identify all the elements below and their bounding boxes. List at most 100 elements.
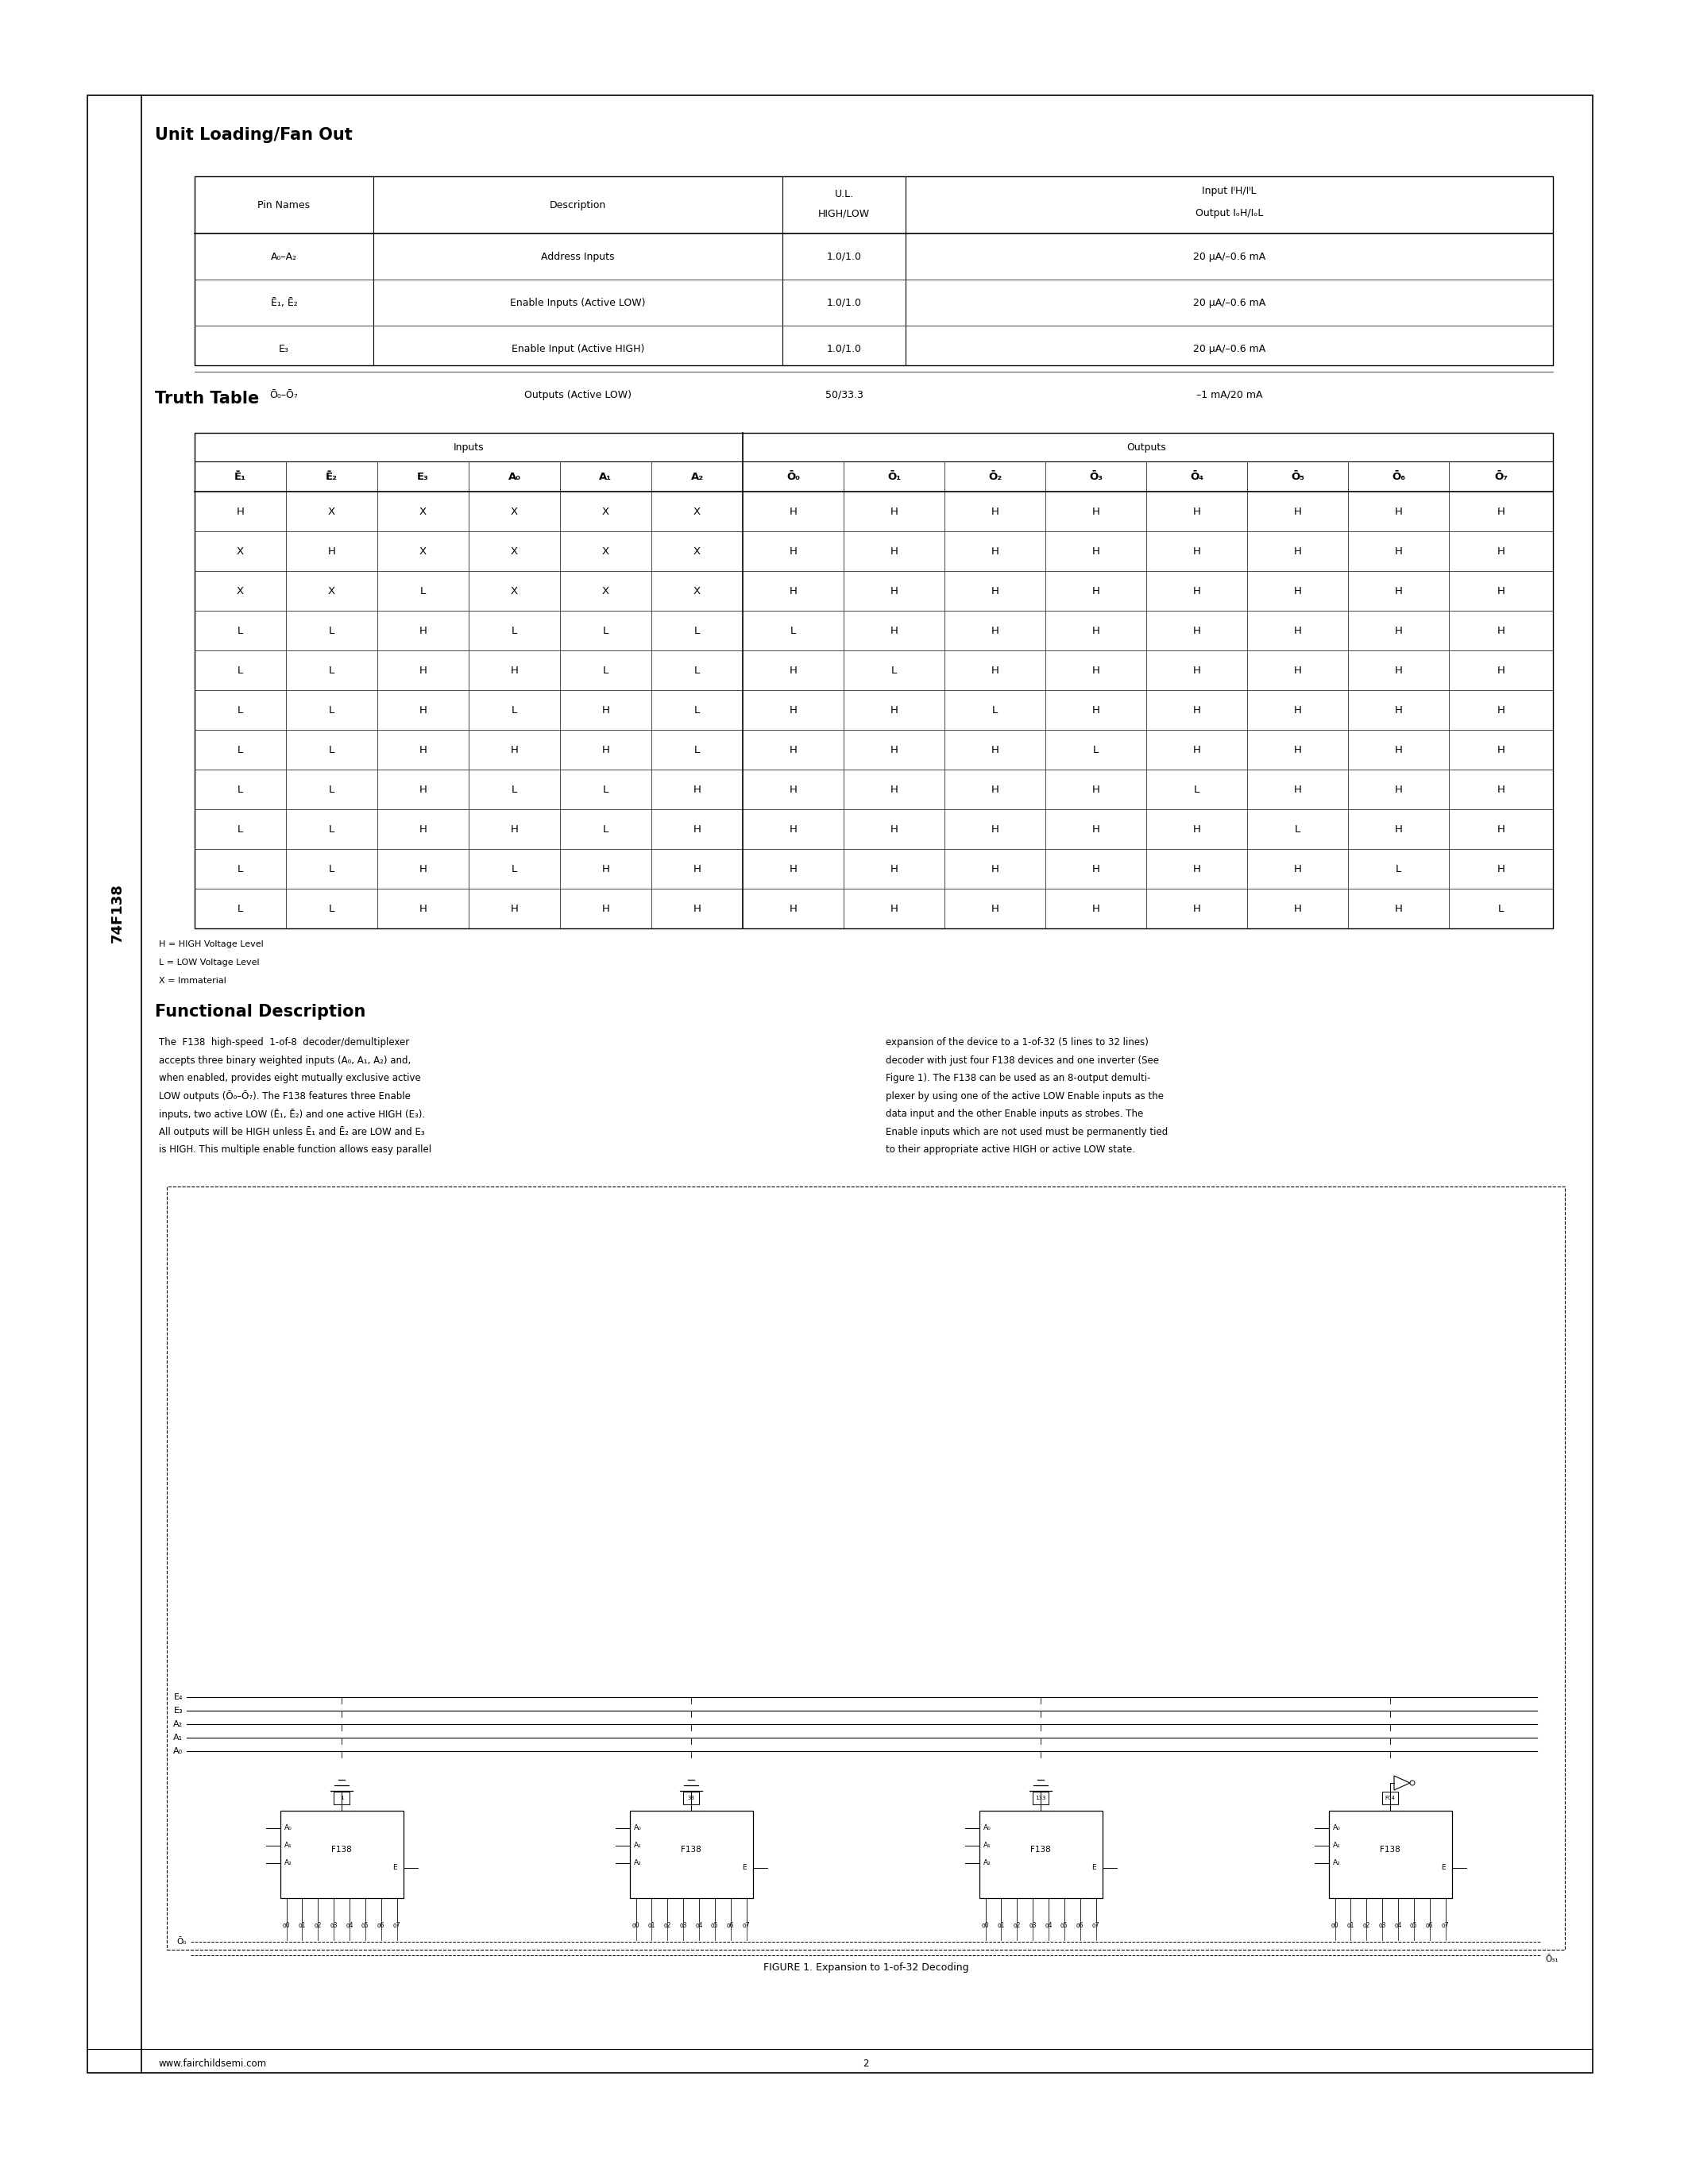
Text: H: H bbox=[890, 863, 898, 874]
Text: X: X bbox=[694, 507, 701, 518]
Text: when enabled, provides eight mutually exclusive active: when enabled, provides eight mutually ex… bbox=[159, 1072, 420, 1083]
Text: L: L bbox=[329, 904, 334, 913]
Text: o4: o4 bbox=[346, 1922, 353, 1928]
Bar bbox=[684, 1791, 699, 1804]
Text: Figure 1). The F138 can be used as an 8-output demulti-: Figure 1). The F138 can be used as an 8-… bbox=[886, 1072, 1151, 1083]
Text: L: L bbox=[329, 666, 334, 675]
Text: A₂: A₂ bbox=[982, 1859, 991, 1867]
Text: Description: Description bbox=[550, 199, 606, 210]
Text: L: L bbox=[511, 705, 517, 714]
Text: H: H bbox=[1394, 666, 1403, 675]
Text: H: H bbox=[1394, 705, 1403, 714]
Text: H: H bbox=[510, 823, 518, 834]
Text: o7: o7 bbox=[1092, 1922, 1099, 1928]
Text: H: H bbox=[1092, 784, 1101, 795]
Text: E: E bbox=[1092, 1863, 1096, 1872]
Text: E₃: E₃ bbox=[279, 343, 289, 354]
Text: H: H bbox=[419, 666, 427, 675]
Text: H: H bbox=[1293, 784, 1301, 795]
Text: www.fairchildsemi.com: www.fairchildsemi.com bbox=[159, 2057, 267, 2068]
Text: E: E bbox=[741, 1863, 746, 1872]
Text: X: X bbox=[511, 585, 518, 596]
Text: plexer by using one of the active LOW Enable inputs as the: plexer by using one of the active LOW En… bbox=[886, 1090, 1163, 1101]
Text: 20 μA/–0.6 mA: 20 μA/–0.6 mA bbox=[1193, 251, 1266, 262]
Text: X: X bbox=[511, 507, 518, 518]
Text: H: H bbox=[890, 625, 898, 636]
Text: o3: o3 bbox=[329, 1922, 338, 1928]
Text: o4: o4 bbox=[1394, 1922, 1401, 1928]
Text: E₃: E₃ bbox=[417, 472, 429, 483]
Text: H = HIGH Voltage Level: H = HIGH Voltage Level bbox=[159, 941, 263, 948]
Text: H: H bbox=[1497, 546, 1506, 557]
Text: H: H bbox=[327, 546, 336, 557]
Text: o6: o6 bbox=[728, 1922, 734, 1928]
Text: H: H bbox=[991, 863, 999, 874]
Text: 1.0/1.0: 1.0/1.0 bbox=[827, 343, 861, 354]
Text: Ē₂: Ē₂ bbox=[326, 472, 338, 483]
Bar bbox=[1328, 1811, 1452, 1898]
Text: H: H bbox=[890, 585, 898, 596]
Text: o2: o2 bbox=[663, 1922, 672, 1928]
Text: L: L bbox=[420, 585, 425, 596]
Text: H: H bbox=[991, 546, 999, 557]
Text: H: H bbox=[1193, 666, 1200, 675]
Text: to their appropriate active HIGH or active LOW state.: to their appropriate active HIGH or acti… bbox=[886, 1144, 1134, 1155]
Text: Ō₀: Ō₀ bbox=[787, 472, 800, 483]
Text: o0: o0 bbox=[982, 1922, 989, 1928]
Text: H: H bbox=[1497, 705, 1506, 714]
Text: Unit Loading/Fan Out: Unit Loading/Fan Out bbox=[155, 127, 353, 142]
Text: H: H bbox=[1394, 585, 1403, 596]
Text: o5: o5 bbox=[1060, 1922, 1069, 1928]
Text: o0: o0 bbox=[282, 1922, 290, 1928]
Text: L: L bbox=[238, 705, 243, 714]
Text: H: H bbox=[890, 784, 898, 795]
Text: o1: o1 bbox=[998, 1922, 1004, 1928]
Text: H: H bbox=[991, 507, 999, 518]
Text: Inputs: Inputs bbox=[454, 441, 484, 452]
Text: H: H bbox=[991, 625, 999, 636]
Text: L: L bbox=[238, 823, 243, 834]
Text: o3: o3 bbox=[680, 1922, 687, 1928]
Text: H: H bbox=[1394, 904, 1403, 913]
Text: H: H bbox=[1193, 823, 1200, 834]
Text: inputs, two active LOW (Ē₁, Ē₂) and one active HIGH (E₃).: inputs, two active LOW (Ē₁, Ē₂) and one … bbox=[159, 1109, 425, 1120]
Text: Truth Table: Truth Table bbox=[155, 391, 260, 406]
Text: 1.0/1.0: 1.0/1.0 bbox=[827, 251, 861, 262]
Text: Functional Description: Functional Description bbox=[155, 1005, 366, 1020]
Text: L: L bbox=[603, 823, 609, 834]
Text: Ō₅: Ō₅ bbox=[1291, 472, 1305, 483]
Text: A₂: A₂ bbox=[690, 472, 704, 483]
Text: L: L bbox=[1193, 784, 1200, 795]
Text: U.L.: U.L. bbox=[834, 188, 854, 199]
Text: accepts three binary weighted inputs (A₀, A₁, A₂) and,: accepts three binary weighted inputs (A₀… bbox=[159, 1055, 410, 1066]
Text: H: H bbox=[1193, 705, 1200, 714]
Text: H: H bbox=[419, 705, 427, 714]
Text: X: X bbox=[419, 546, 427, 557]
Text: H: H bbox=[790, 546, 797, 557]
Text: A₀: A₀ bbox=[1332, 1824, 1340, 1832]
Text: H: H bbox=[1193, 585, 1200, 596]
Text: o2: o2 bbox=[1362, 1922, 1371, 1928]
Text: E₄: E₄ bbox=[174, 1693, 182, 1701]
Text: X: X bbox=[236, 546, 245, 557]
Text: Outputs (Active LOW): Outputs (Active LOW) bbox=[525, 389, 631, 400]
Text: A₀: A₀ bbox=[284, 1824, 292, 1832]
Text: H: H bbox=[1497, 863, 1506, 874]
Text: H: H bbox=[790, 745, 797, 756]
Text: X = Immaterial: X = Immaterial bbox=[159, 976, 226, 985]
Text: H: H bbox=[1092, 507, 1101, 518]
Text: A₁: A₁ bbox=[982, 1841, 991, 1850]
Text: H: H bbox=[419, 784, 427, 795]
Text: L: L bbox=[329, 784, 334, 795]
Text: H: H bbox=[790, 823, 797, 834]
Text: H: H bbox=[1193, 507, 1200, 518]
Text: Ō₃₁: Ō₃₁ bbox=[1545, 1955, 1558, 1963]
Text: o0: o0 bbox=[1332, 1922, 1339, 1928]
Text: L: L bbox=[238, 784, 243, 795]
Text: L: L bbox=[329, 745, 334, 756]
Text: Ō₃: Ō₃ bbox=[1089, 472, 1102, 483]
Text: H: H bbox=[991, 904, 999, 913]
Text: Enable inputs which are not used must be permanently tied: Enable inputs which are not used must be… bbox=[886, 1127, 1168, 1138]
Text: Address Inputs: Address Inputs bbox=[542, 251, 614, 262]
Text: A₁: A₁ bbox=[174, 1734, 182, 1741]
